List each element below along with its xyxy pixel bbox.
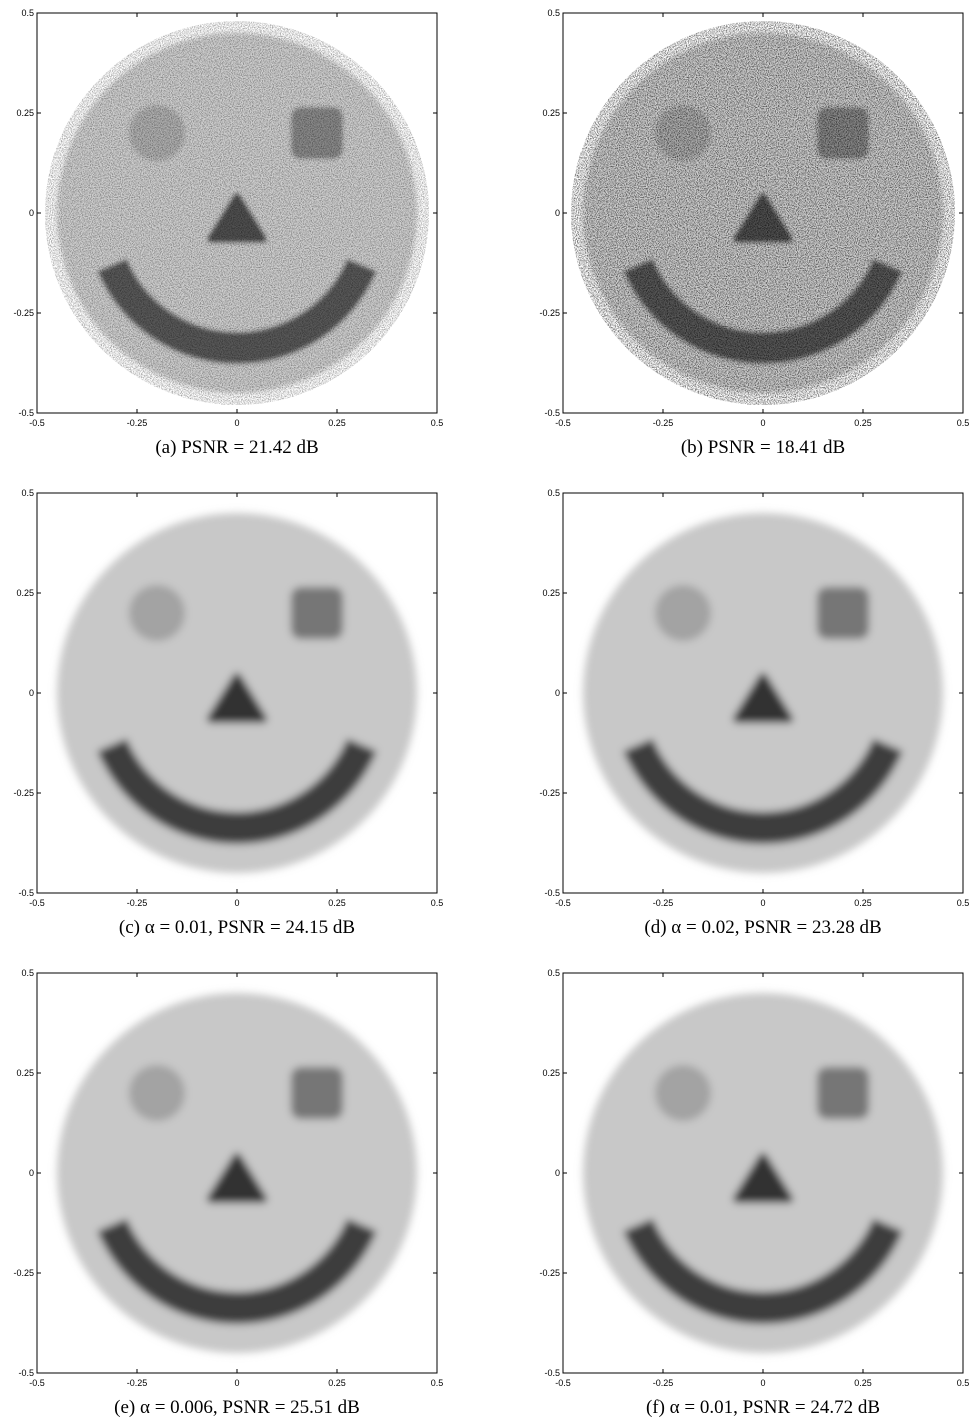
y-tick-label: 0.5 [547,8,560,18]
caption: (c) α = 0.01, PSNR = 24.15 dB [119,917,355,938]
y-tick-label: -0.5 [544,408,560,418]
reconstruction-image [57,993,417,1353]
y-tick-label: 0.5 [21,8,34,18]
y-tick-label: -0.25 [13,788,34,798]
caption: (a) PSNR = 21.42 dB [155,437,318,458]
reconstruction-image [37,13,437,413]
y-tick-label: 0.25 [16,588,34,598]
x-tick-label: -0.5 [29,898,45,908]
x-tick-label: 0 [760,418,765,428]
x-tick-label: -0.25 [653,1378,674,1388]
x-tick-label: -0.25 [653,418,674,428]
x-tick-label: 0.25 [328,1378,346,1388]
y-tick-label: -0.25 [539,1268,560,1278]
x-tick-label: 0.5 [431,418,444,428]
y-tick-label: 0.25 [16,108,34,118]
x-tick-label: 0 [234,1378,239,1388]
x-tick-label: -0.25 [127,418,148,428]
x-tick-label: -0.25 [653,898,674,908]
x-tick-label: 0.5 [957,1378,970,1388]
x-tick-label: 0.25 [854,898,872,908]
x-tick-label: 0 [234,418,239,428]
y-tick-label: 0.25 [542,1068,560,1078]
x-tick-label: -0.5 [29,1378,45,1388]
y-tick-label: 0.25 [16,1068,34,1078]
panel: -0.5 -0.25 0 0.25 0.5 -0.5 -0.25 0 0.25 0.5 (d) α … [539,488,969,938]
panel: -0.5 -0.25 0 0.25 0.5 -0.5 -0.25 0 0.25 0.5 (b) PS… [539,8,969,458]
y-tick-label: 0 [555,208,560,218]
x-tick-label: -0.5 [555,898,571,908]
x-tick-label: -0.5 [555,1378,571,1388]
y-tick-label: -0.25 [539,788,560,798]
y-tick-label: 0 [29,208,34,218]
y-tick-label: -0.25 [539,308,560,318]
x-tick-label: 0 [760,898,765,908]
x-tick-label: 0 [760,1378,765,1388]
caption: (b) PSNR = 18.41 dB [681,437,845,458]
y-tick-label: 0.25 [542,108,560,118]
y-tick-label: -0.25 [13,308,34,318]
x-tick-label: 0.5 [957,418,970,428]
y-tick-label: 0.5 [547,488,560,498]
caption: (f) α = 0.01, PSNR = 24.72 dB [646,1397,880,1418]
panel: -0.5 -0.25 0 0.25 0.5 -0.5 -0.25 0 0.25 0.5 (a) PS… [13,8,443,458]
y-tick-label: 0.5 [547,968,560,978]
panel: -0.5 -0.25 0 0.25 0.5 -0.5 -0.25 0 0.25 0.5 (f) α … [539,968,969,1418]
caption: (d) α = 0.02, PSNR = 23.28 dB [644,917,881,938]
figure: -0.5 -0.25 0 0.25 0.5 -0.5 -0.25 0 0.25 0.5 (a) PS… [0,0,974,1425]
x-tick-label: -0.5 [29,418,45,428]
x-tick-label: -0.25 [127,1378,148,1388]
x-tick-label: 0 [234,898,239,908]
y-tick-label: -0.25 [13,1268,34,1278]
y-tick-label: 0 [29,688,34,698]
panel: -0.5 -0.25 0 0.25 0.5 -0.5 -0.25 0 0.25 0.5 (c) α … [13,488,443,938]
x-tick-label: 0.5 [431,898,444,908]
y-tick-label: -0.5 [544,888,560,898]
y-tick-label: -0.5 [18,408,34,418]
y-tick-label: 0.25 [542,588,560,598]
y-tick-label: 0 [555,1168,560,1178]
reconstruction-image [583,993,943,1353]
y-tick-label: 0.5 [21,968,34,978]
x-tick-label: -0.5 [555,418,571,428]
y-tick-label: -0.5 [544,1368,560,1378]
x-tick-label: 0.25 [854,418,872,428]
reconstruction-image [563,13,963,413]
x-tick-label: 0.5 [431,1378,444,1388]
caption: (e) α = 0.006, PSNR = 25.51 dB [114,1397,360,1418]
y-tick-label: -0.5 [18,1368,34,1378]
reconstruction-image [57,513,417,873]
x-tick-label: 0.25 [328,898,346,908]
x-tick-label: 0.5 [957,898,970,908]
reconstruction-image [583,513,943,873]
y-tick-label: 0 [555,688,560,698]
x-tick-label: 0.25 [328,418,346,428]
panel: -0.5 -0.25 0 0.25 0.5 -0.5 -0.25 0 0.25 0.5 (e) α … [13,968,443,1418]
y-tick-label: 0 [29,1168,34,1178]
x-tick-label: -0.25 [127,898,148,908]
y-tick-label: 0.5 [21,488,34,498]
x-tick-label: 0.25 [854,1378,872,1388]
y-tick-label: -0.5 [18,888,34,898]
